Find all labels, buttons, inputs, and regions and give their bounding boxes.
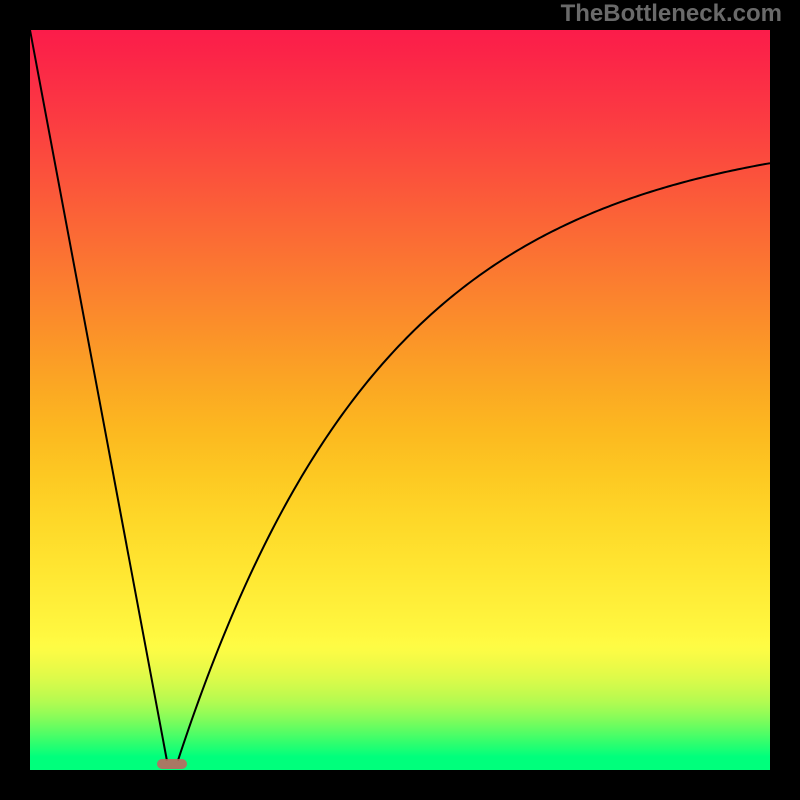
chart-root: TheBottleneck.com	[0, 0, 800, 800]
curves-layer	[30, 30, 770, 770]
right-saturating-curve	[178, 163, 770, 760]
notch-marker	[157, 759, 187, 769]
watermark-text: TheBottleneck.com	[561, 0, 782, 28]
left-descending-line	[30, 30, 167, 760]
plot-area	[30, 30, 770, 770]
